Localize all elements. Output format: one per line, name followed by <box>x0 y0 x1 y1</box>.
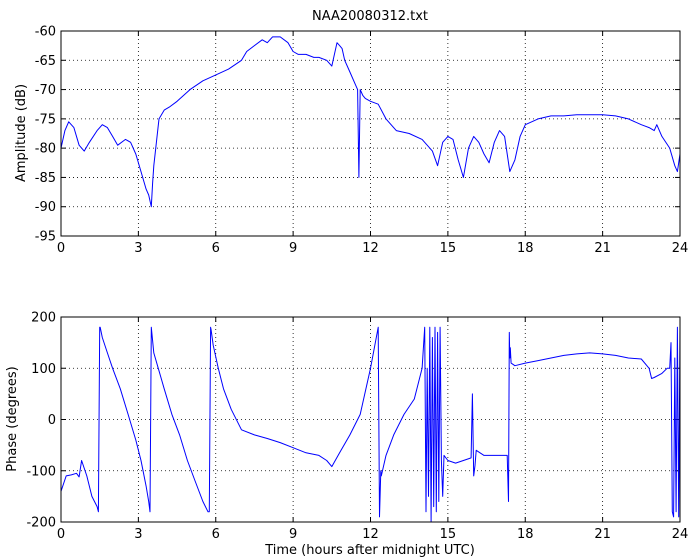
amplitude-panel: 0 3 6 9 12 15 18 21 24 -60-65-70-75-80-85-90-95 … <box>14 9 688 256</box>
amplitude-x-tick-label: 3 <box>134 241 142 256</box>
phase-x-tick-label: 3 <box>134 527 142 542</box>
amplitude-series <box>60 36 681 208</box>
amplitude-y-tick-label: -85 <box>35 171 56 186</box>
amplitude-x-tick-label: 24 <box>672 241 689 256</box>
phase-series-line <box>60 326 681 523</box>
amplitude-plot-area <box>61 31 680 236</box>
phase-x-tick-label: 15 <box>440 527 457 542</box>
amplitude-title: NAA20080312.txt <box>312 9 428 24</box>
phase-y-tick-labels: 200 100 0 -100 -200 <box>26 311 56 531</box>
amplitude-y-tick-label: -80 <box>35 142 56 157</box>
phase-y-tick-label: 0 <box>48 413 56 428</box>
amplitude-x-tick-label: 15 <box>440 241 457 256</box>
phase-y-tick-label: 100 <box>31 362 56 377</box>
phase-x-tick-label: 9 <box>289 527 297 542</box>
amplitude-x-tick-label: 21 <box>594 241 611 256</box>
phase-x-tick-label: 21 <box>594 527 611 542</box>
phase-x-tick-label: 18 <box>517 527 534 542</box>
amplitude-y-tick-label: -70 <box>35 83 56 98</box>
phase-x-axis-label: Time (hours after midnight UTC) <box>264 543 475 558</box>
phase-x-tick-label: 24 <box>672 527 689 542</box>
phase-x-tick-labels: 0 3 6 9 12 15 18 21 24 <box>57 527 688 542</box>
phase-y-tick-label: -100 <box>26 464 56 479</box>
phase-x-tick-label: 6 <box>212 527 220 542</box>
amplitude-y-tick-label: -75 <box>35 112 56 127</box>
phase-x-tick-label: 0 <box>57 527 65 542</box>
amplitude-y-tick-label: -65 <box>35 54 56 69</box>
phase-x-tick-label: 12 <box>362 527 379 542</box>
amplitude-x-tick-label: 9 <box>289 241 297 256</box>
amplitude-x-tick-label: 18 <box>517 241 534 256</box>
amplitude-x-tick-labels: 0 3 6 9 12 15 18 21 24 <box>57 241 688 256</box>
amplitude-y-tick-label: -90 <box>35 200 56 215</box>
phase-y-tick-label: 200 <box>31 311 56 326</box>
amplitude-y-tick-label: -95 <box>35 230 56 245</box>
phase-axes-box <box>60 316 681 523</box>
phase-series <box>60 326 681 523</box>
phase-y-axis-label: Phase (degrees) <box>5 366 20 471</box>
amplitude-axes-box <box>60 30 681 237</box>
amplitude-y-axis-label: Amplitude (dB) <box>14 84 29 182</box>
amplitude-x-tick-label: 6 <box>212 241 220 256</box>
phase-plot-area <box>61 317 680 522</box>
amplitude-x-tick-label: 12 <box>362 241 379 256</box>
amplitude-y-tick-labels: -60 -65 -70 -75 -80 -85 -90 -95 <box>35 25 56 245</box>
amplitude-y-tick-label: -60 <box>35 25 56 40</box>
phase-panel: 0 3 6 9 12 15 18 21 24 200 100 0 -100 -200 Phase (de… <box>5 311 688 559</box>
phase-y-tick-label: -200 <box>26 516 56 531</box>
amplitude-series-line <box>60 36 681 208</box>
amplitude-x-tick-label: 0 <box>57 241 65 256</box>
